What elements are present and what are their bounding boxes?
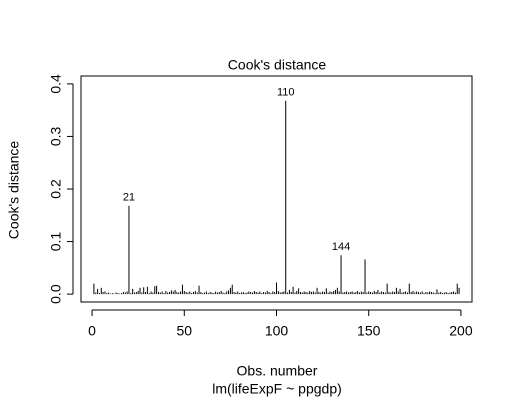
y-tick-label: 0.2 xyxy=(48,179,64,199)
point-label: 110 xyxy=(277,87,295,99)
y-tick-label: 0.4 xyxy=(48,74,64,94)
x-tick-label: 50 xyxy=(176,323,192,339)
y-tick-label: 0.1 xyxy=(48,232,64,252)
x-tick-label: 200 xyxy=(449,323,473,339)
plot-frame xyxy=(80,75,473,303)
x-tick-label: 150 xyxy=(357,323,381,339)
point-label: 144 xyxy=(332,241,350,253)
y-tick-label: 0.3 xyxy=(48,127,64,147)
x-axis-label: Obs. number xyxy=(237,363,318,379)
y-axis-label: Cook's distance xyxy=(6,141,22,240)
x-tick-label: 0 xyxy=(88,323,96,339)
x-tick-label: 100 xyxy=(265,323,289,339)
chart-title: Cook's distance xyxy=(228,57,327,73)
point-label: 21 xyxy=(123,192,135,204)
subtitle: lm(lifeExpF ~ ppgdp) xyxy=(212,381,342,397)
y-tick-label: 0.0 xyxy=(48,284,64,304)
